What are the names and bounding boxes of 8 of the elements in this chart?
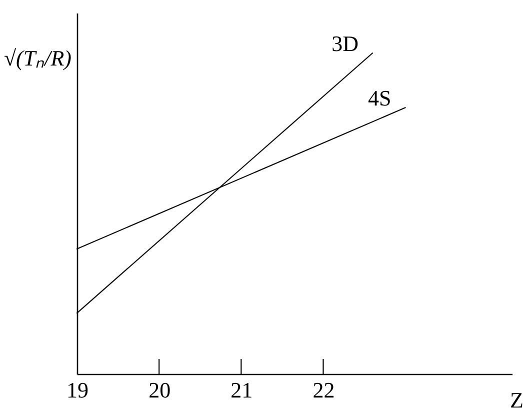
x-tick-label: 20 — [148, 378, 171, 402]
x-axis-title: Z — [510, 388, 523, 412]
series-label: 4S — [368, 86, 392, 111]
y-axis-title: √(Tₙ/R) — [4, 46, 72, 70]
series-label: 3D — [332, 31, 358, 56]
x-tick-label: 21 — [230, 378, 253, 402]
x-tick-label: 22 — [312, 378, 335, 402]
x-tick-label: 19 — [66, 378, 88, 402]
